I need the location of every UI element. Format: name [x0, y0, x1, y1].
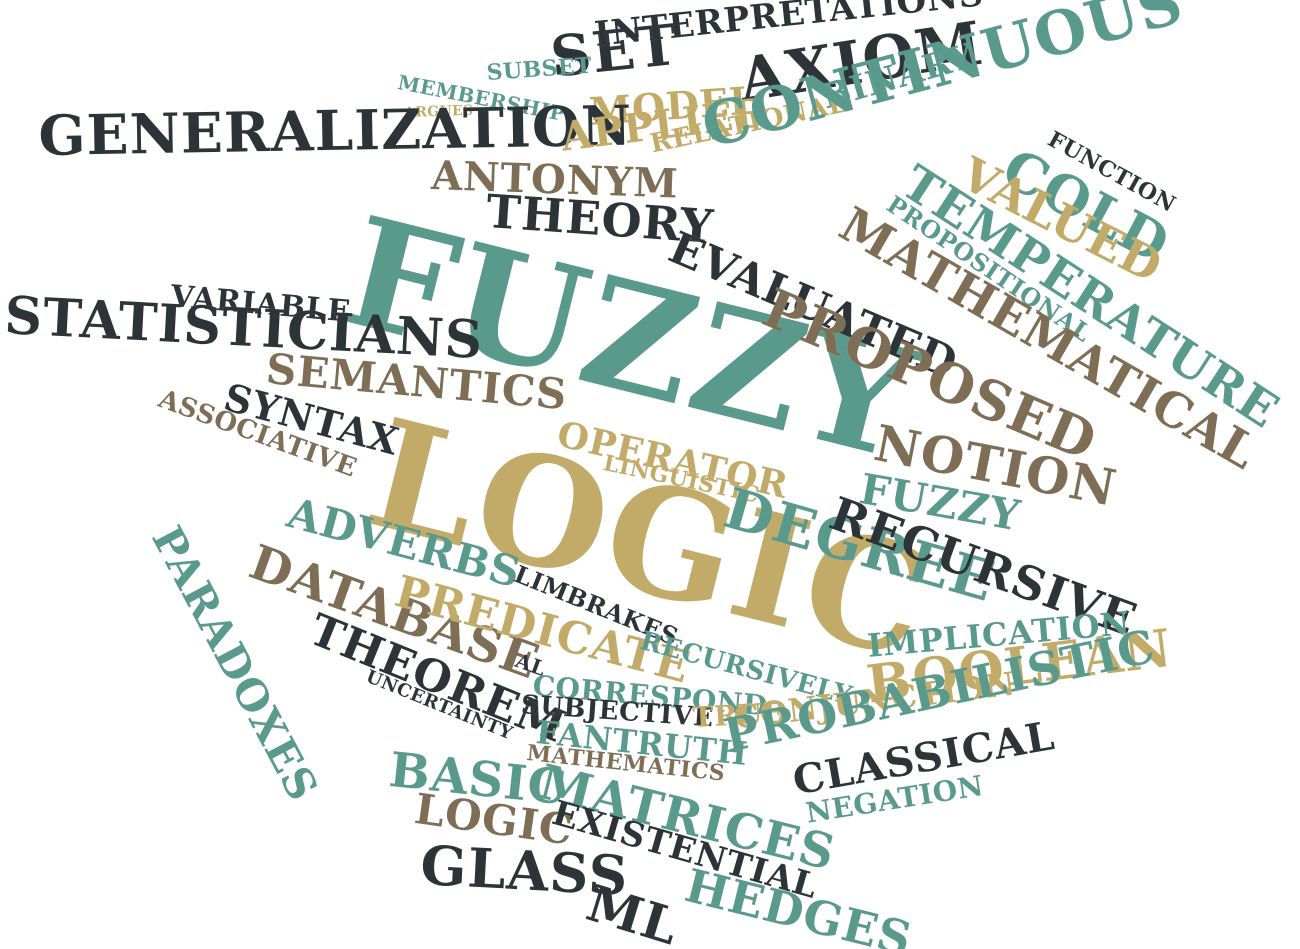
word-generalization: GENERALIZATION — [37, 92, 633, 168]
word-subset: SUBSET — [485, 52, 593, 86]
word-ml: ML — [580, 873, 686, 949]
